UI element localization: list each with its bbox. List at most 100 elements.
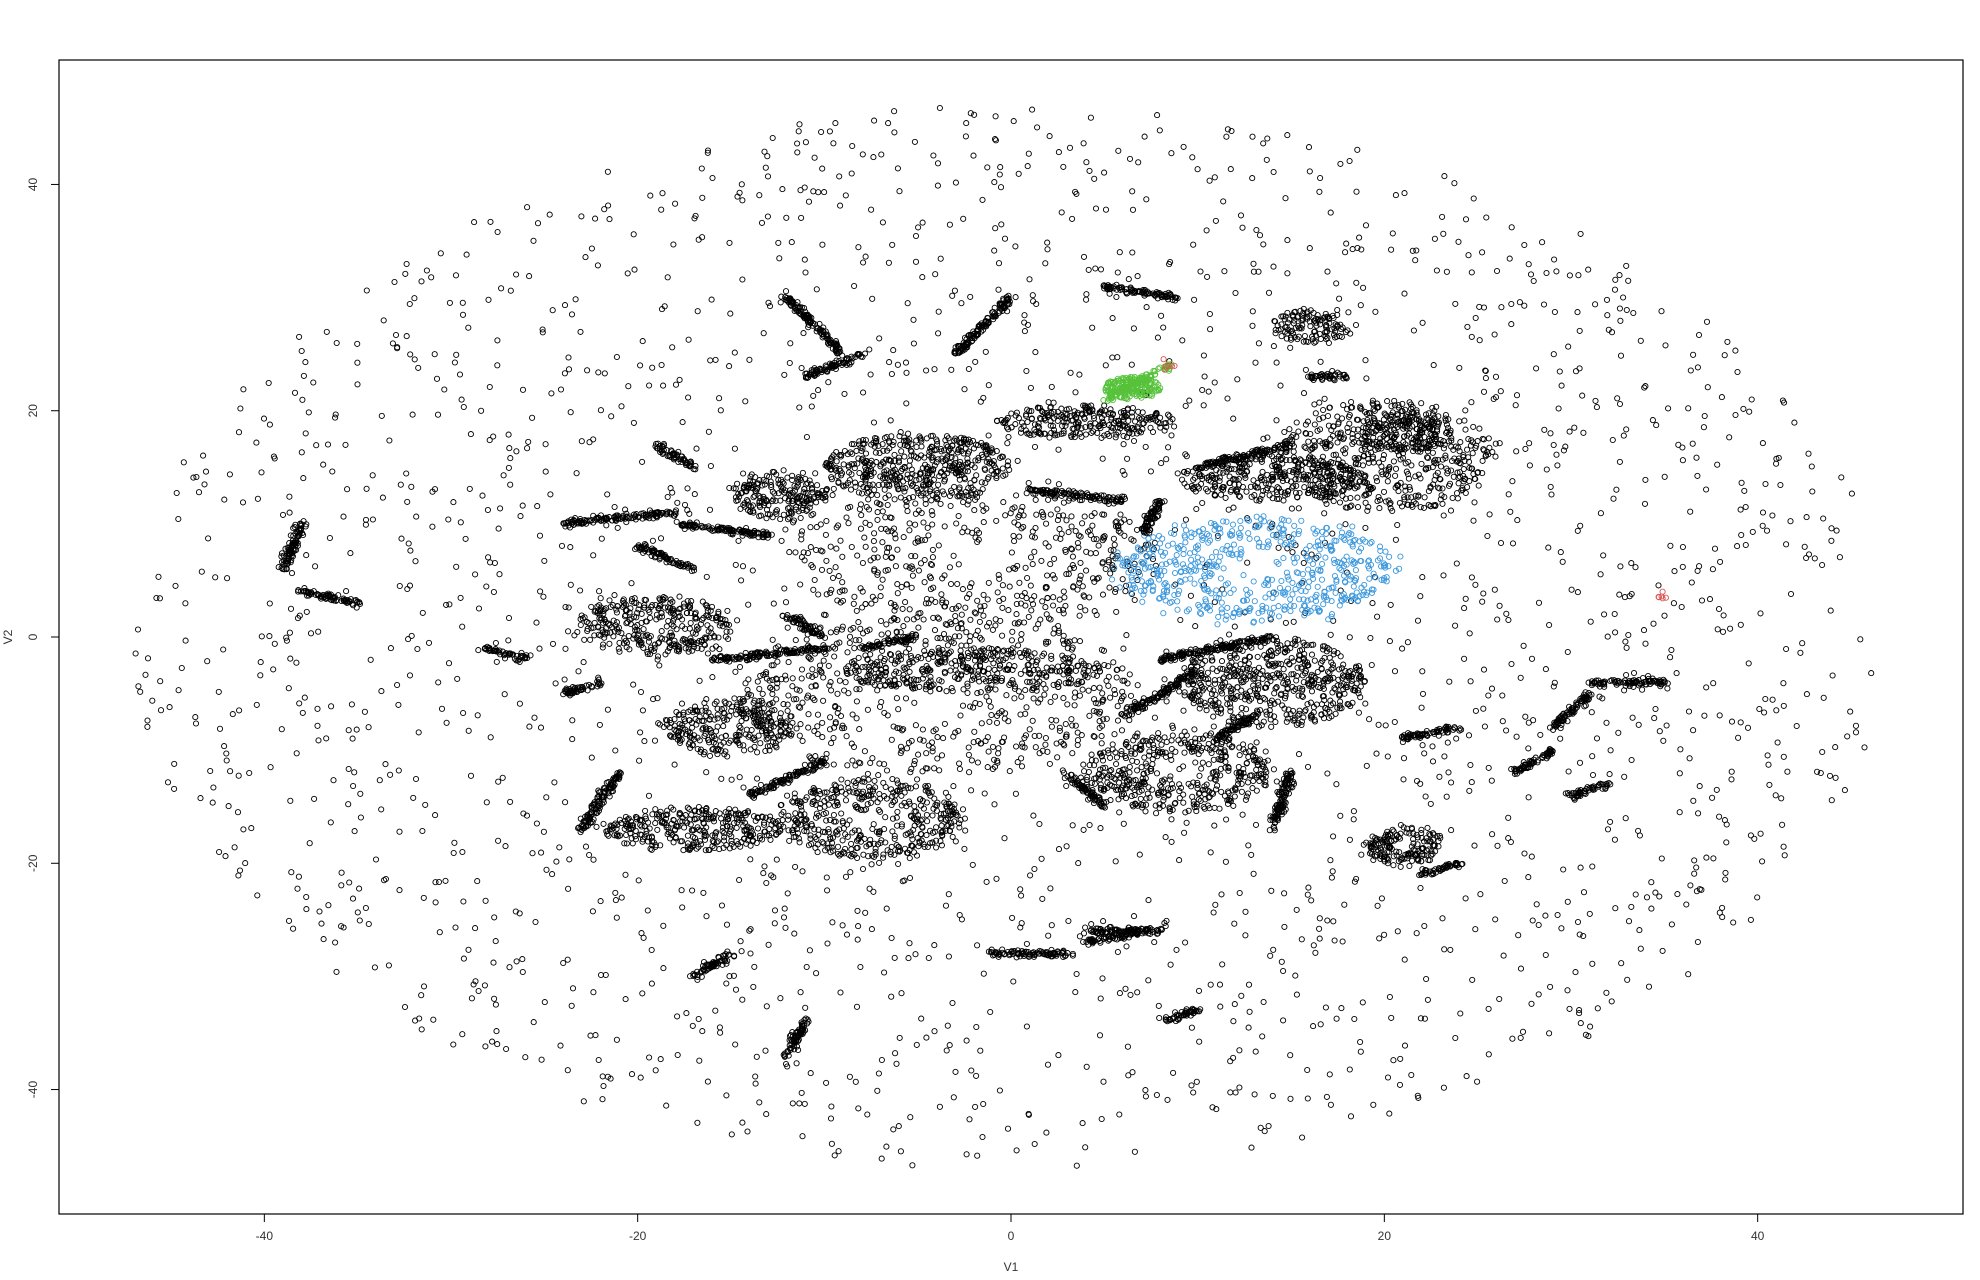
data-point (638, 619, 645, 626)
data-point (348, 701, 355, 708)
data-point (1797, 649, 1804, 656)
data-point (1260, 241, 1267, 248)
data-point (479, 492, 486, 499)
data-point (1329, 530, 1336, 537)
data-point (1709, 794, 1716, 801)
data-point (894, 617, 901, 624)
data-point (1085, 528, 1092, 535)
data-point (584, 367, 591, 374)
data-point (891, 607, 898, 614)
data-point (323, 328, 330, 335)
data-point (923, 832, 930, 839)
data-point (137, 688, 144, 695)
data-point (1360, 284, 1367, 291)
data-point (182, 637, 189, 644)
data-point (1133, 553, 1140, 560)
data-point (1418, 704, 1425, 711)
data-point (1677, 746, 1684, 753)
data-point (342, 441, 349, 448)
data-point (813, 286, 820, 293)
data-point (452, 924, 459, 931)
data-point (589, 908, 596, 915)
data-point (877, 593, 884, 600)
data-point (879, 647, 886, 654)
data-point (475, 605, 483, 612)
data-point (1073, 970, 1080, 978)
data-point (1018, 755, 1025, 762)
data-point (156, 595, 163, 602)
data-point (1230, 415, 1237, 422)
data-point (901, 877, 908, 884)
data-point (1594, 1005, 1601, 1012)
data-point (556, 844, 563, 851)
data-point (1351, 878, 1358, 885)
data-point (405, 636, 412, 643)
data-point (862, 253, 869, 260)
data-point (1126, 155, 1134, 162)
data-point (658, 206, 665, 213)
data-point (1347, 539, 1354, 546)
data-point (1197, 563, 1204, 570)
data-point (420, 894, 427, 901)
data-point (637, 729, 644, 736)
data-point (1120, 441, 1127, 448)
data-point (1183, 453, 1190, 460)
data-point (947, 502, 954, 510)
data-point (1182, 516, 1189, 523)
data-point (1120, 645, 1127, 652)
data-point (1370, 570, 1377, 577)
data-point (812, 753, 819, 760)
data-point (1312, 530, 1319, 537)
data-point (1193, 505, 1200, 513)
data-point (823, 557, 830, 564)
data-point (1249, 322, 1256, 329)
data-point (870, 821, 877, 828)
data-point (599, 1096, 606, 1103)
data-point (793, 725, 800, 732)
data-point (1029, 717, 1036, 724)
data-point (286, 509, 293, 516)
data-point (1142, 1087, 1149, 1094)
data-point (754, 775, 761, 782)
data-point (1086, 594, 1093, 601)
data-point (1608, 329, 1616, 336)
data-point (1054, 517, 1061, 524)
data-point (526, 273, 533, 280)
data-point (1103, 677, 1110, 684)
data-point (561, 302, 569, 309)
data-point (1316, 608, 1323, 615)
data-point (648, 846, 655, 853)
data-point (865, 776, 872, 783)
data-point (1083, 159, 1090, 166)
data-point (1819, 561, 1826, 569)
data-point (1481, 723, 1488, 730)
data-point (622, 996, 629, 1003)
data-point (823, 517, 830, 525)
data-point (700, 751, 707, 758)
data-point (1180, 799, 1187, 806)
data-point (925, 954, 932, 962)
data-point (343, 588, 350, 595)
data-point (1323, 542, 1330, 549)
data-point (829, 919, 836, 926)
data-point (1218, 891, 1225, 898)
data-point (621, 635, 628, 642)
data-point (834, 843, 842, 850)
data-point (413, 513, 420, 520)
data-point (720, 714, 727, 721)
data-point (1206, 602, 1213, 610)
data-point (1665, 405, 1672, 412)
data-point (1547, 983, 1554, 990)
data-point (694, 1119, 701, 1126)
data-point (1580, 889, 1588, 896)
data-point (1497, 539, 1505, 547)
data-point (649, 537, 656, 544)
data-point (1080, 660, 1087, 667)
data-point (1072, 989, 1079, 996)
data-point (694, 308, 701, 315)
data-point (1217, 491, 1225, 498)
data-point (1844, 733, 1851, 740)
data-point (1158, 561, 1166, 568)
data-point (1414, 1092, 1421, 1099)
data-point (1200, 402, 1207, 409)
